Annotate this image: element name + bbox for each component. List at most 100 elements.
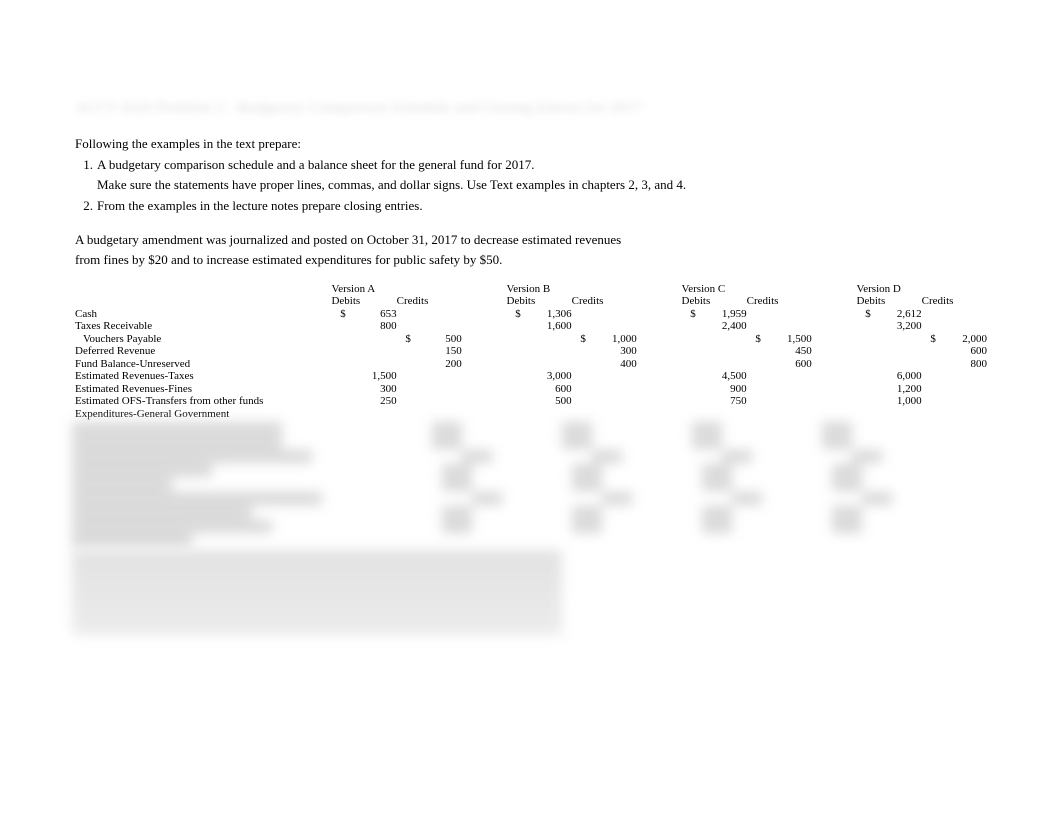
debit-value [521,357,572,370]
table-row: Estimated Revenues-Fines3006009001,200 [75,382,987,395]
debit-value: 1,000 [871,395,922,408]
col-b-debits: Debits [507,295,572,308]
table-row: Vouchers Payable$500$1,000$1,500$2,000 [75,332,987,345]
currency-symbol [922,345,936,358]
currency-symbol [331,357,345,370]
currency-symbol [572,395,586,408]
credit-value [411,382,462,395]
currency-symbol [331,395,345,408]
version-d-header: Version D [857,282,922,295]
credit-value [936,382,987,395]
currency-symbol [857,407,871,420]
table-row: Fund Balance-Unreserved 200 400 600 800 [75,357,987,370]
debit-value [346,345,397,358]
currency-symbol [397,357,411,370]
debit-value: 653 [346,307,397,320]
currency-symbol [331,320,345,333]
debit-value [871,332,922,345]
credit-value [761,407,812,420]
blurred-rows-region [72,422,967,542]
credit-value: 450 [761,345,812,358]
currency-symbol: $ [507,307,521,320]
currency-symbol [857,395,871,408]
debit-value [346,332,397,345]
table-row: Cash$653$1,306$1,959$2,612 [75,307,987,320]
debit-value: 500 [521,395,572,408]
credit-value: 1,500 [761,332,812,345]
debit-value [521,407,572,420]
currency-symbol [331,382,345,395]
debit-value: 1,600 [521,320,572,333]
currency-symbol [507,370,521,383]
currency-symbol [397,320,411,333]
currency-symbol [922,407,936,420]
blurred-heading: ACCT 4320 Problem 2 - Budgetary Comparis… [75,100,987,117]
credit-value [761,370,812,383]
currency-symbol [747,382,761,395]
credit-value: 800 [936,357,987,370]
currency-symbol [682,332,696,345]
currency-symbol [682,345,696,358]
currency-symbol: $ [397,332,411,345]
debit-value [696,332,747,345]
currency-symbol [682,370,696,383]
currency-symbol: $ [682,307,696,320]
currency-symbol [922,370,936,383]
debit-value [521,345,572,358]
instruction-item-1: 1.A budgetary comparison schedule and a … [75,156,987,174]
currency-symbol [857,332,871,345]
currency-symbol [857,382,871,395]
instructions-block: Following the examples in the text prepa… [75,135,987,214]
account-label: Estimated OFS-Transfers from other funds [75,395,331,408]
version-header-row: Version A Version B Version C Version D [75,282,987,295]
currency-symbol [747,370,761,383]
credit-value: 400 [586,357,637,370]
debit-value [346,357,397,370]
currency-symbol [682,320,696,333]
currency-symbol [397,370,411,383]
credit-value: 600 [761,357,812,370]
amendment-line-1: A budgetary amendment was journalized an… [75,231,987,249]
currency-symbol [857,345,871,358]
debit-value: 1,306 [521,307,572,320]
credit-value [586,320,637,333]
debit-value: 6,000 [871,370,922,383]
instruction-1-text: A budgetary comparison schedule and a ba… [97,157,535,172]
credit-value [411,395,462,408]
debit-value: 1,959 [696,307,747,320]
currency-symbol [682,407,696,420]
currency-symbol [922,357,936,370]
account-label: Cash [75,307,331,320]
instructions-intro: Following the examples in the text prepa… [75,135,987,153]
currency-symbol [507,382,521,395]
account-label: Estimated Revenues-Taxes [75,370,331,383]
credit-value [411,307,462,320]
credit-value [586,307,637,320]
instruction-item-1-note: Make sure the statements have proper lin… [75,176,987,194]
instruction-item-2: 2.From the examples in the lecture notes… [75,197,987,215]
debit-value [871,357,922,370]
currency-symbol: $ [572,332,586,345]
debit-value [696,345,747,358]
debit-value: 250 [346,395,397,408]
debit-value: 2,400 [696,320,747,333]
credit-value: 200 [411,357,462,370]
debit-credit-header-row: Debits Credits Debits Credits Debits Cre… [75,295,987,308]
account-label: Fund Balance-Unreserved [75,357,331,370]
currency-symbol [682,382,696,395]
debit-value: 2,612 [871,307,922,320]
credit-value [586,382,637,395]
currency-symbol [857,320,871,333]
currency-symbol: $ [922,332,936,345]
credit-value: 300 [586,345,637,358]
credit-value [936,370,987,383]
col-d-credits: Credits [922,295,987,308]
currency-symbol: $ [857,307,871,320]
currency-symbol [397,345,411,358]
debit-value: 900 [696,382,747,395]
currency-symbol [747,307,761,320]
currency-symbol [331,345,345,358]
instruction-2-text: From the examples in the lecture notes p… [97,198,423,213]
currency-symbol [747,357,761,370]
debit-value [346,407,397,420]
